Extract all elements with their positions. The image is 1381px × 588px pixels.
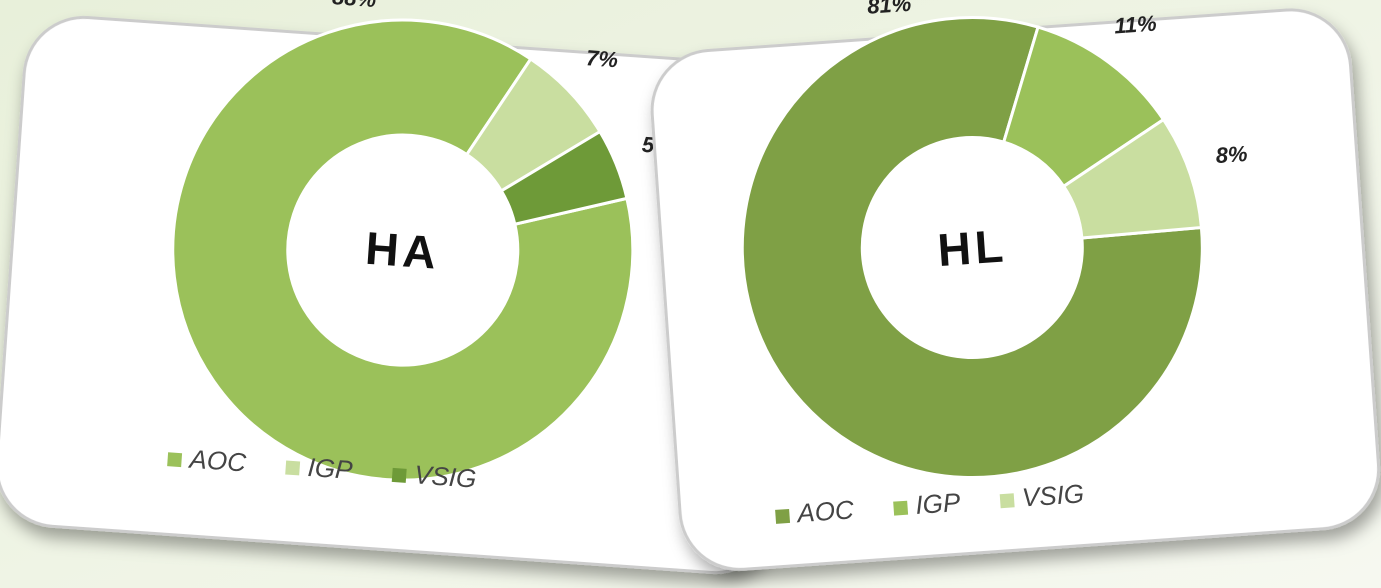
center-label: HL (936, 219, 1009, 276)
data-label: 81% (866, 0, 912, 19)
legend-label: IGP (914, 487, 961, 520)
data-label: 7% (585, 45, 618, 72)
data-label: 88% (331, 0, 377, 12)
legend-swatch (285, 460, 301, 476)
donut-slice (499, 129, 629, 227)
legend-label: VSIG (413, 459, 477, 493)
legend-swatch (775, 508, 791, 524)
legend-swatch (167, 452, 183, 468)
legend-swatch (893, 500, 909, 516)
data-label: 8% (1215, 141, 1248, 168)
donut-slice (171, 18, 635, 482)
legend-swatch (391, 467, 407, 483)
center-label: HA (364, 222, 442, 279)
chart-card: 81% 11% 8% HL AOC IGP VSIG (650, 0, 1381, 571)
data-label: 11% (1113, 11, 1157, 39)
donut-slice (740, 16, 1204, 480)
legend-swatch (999, 493, 1015, 509)
legend-label: AOC (187, 444, 248, 478)
legend-label: AOC (794, 494, 855, 528)
legend-label: IGP (307, 452, 354, 485)
donut-slice (1061, 117, 1204, 240)
legend-label: VSIG (1021, 478, 1085, 512)
